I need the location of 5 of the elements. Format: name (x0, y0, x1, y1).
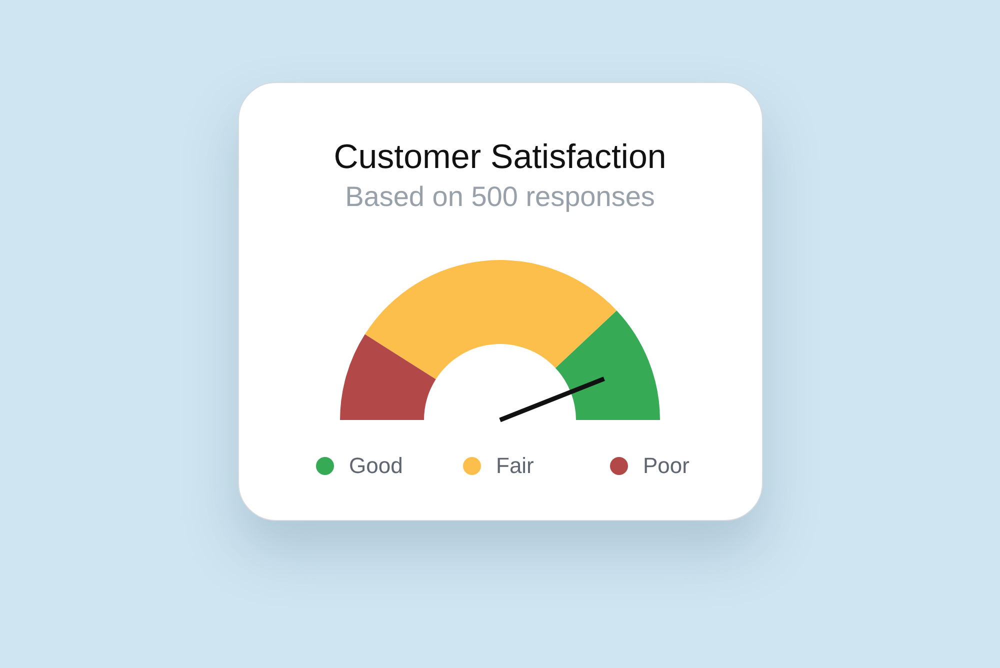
legend-label: Good (349, 453, 403, 478)
legend-label: Fair (496, 453, 534, 478)
legend-label: Poor (643, 453, 690, 478)
chart-title: Customer Satisfaction (334, 138, 666, 176)
chart-subtitle: Based on 500 responses (345, 181, 655, 212)
